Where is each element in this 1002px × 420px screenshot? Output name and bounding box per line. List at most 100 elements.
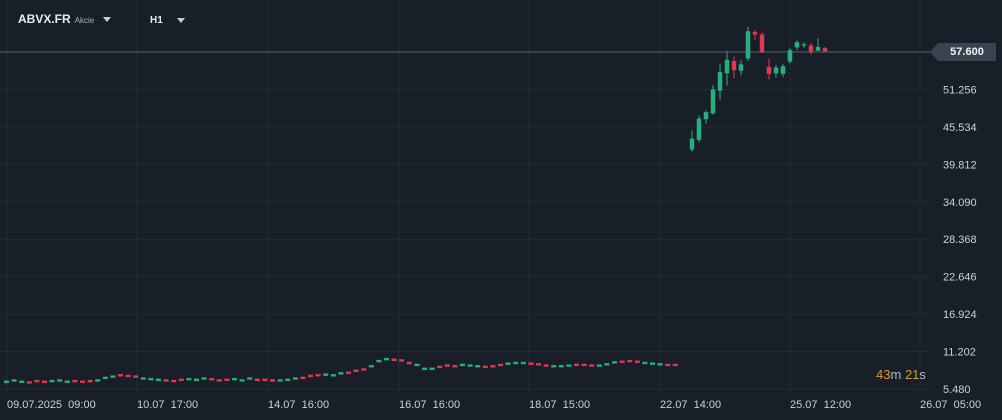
volume-bar <box>346 371 351 374</box>
volume-bar <box>209 377 215 381</box>
chevron-down-icon[interactable] <box>176 17 185 23</box>
volume-bar <box>80 380 85 383</box>
volume-bar <box>254 378 260 382</box>
volume-bar <box>118 374 123 377</box>
volume-bar <box>338 372 344 375</box>
volume-bar <box>42 380 47 383</box>
volume-bar <box>376 359 382 363</box>
candle <box>801 42 807 49</box>
volume-bar <box>140 377 146 380</box>
candle-body <box>815 46 821 51</box>
candle <box>738 60 744 76</box>
candle-body <box>689 138 695 150</box>
volume-bar <box>581 363 587 367</box>
volume-bar <box>300 376 306 380</box>
timeframe-label: H1 <box>150 14 163 26</box>
chevron-down-icon[interactable] <box>103 16 112 22</box>
volume-bar <box>224 378 230 382</box>
candle-body <box>752 31 758 35</box>
y-tick-label: 45.534 <box>943 122 977 134</box>
countdown-minutes-unit: m <box>890 367 902 382</box>
x-tick-label: 25.07 12:00 <box>790 399 851 411</box>
candle-body <box>738 64 744 71</box>
volume-bar <box>26 381 32 384</box>
volume-bar <box>505 362 511 365</box>
y-tick-label: 5.480 <box>943 384 971 396</box>
volume-bar <box>414 363 420 367</box>
y-tick-label: 11.202 <box>943 347 976 359</box>
volume-bar <box>194 378 199 382</box>
volume-bar <box>498 363 503 367</box>
y-tick-label: 16.924 <box>943 309 977 321</box>
candle-body <box>787 50 793 62</box>
volume-bar <box>133 375 139 378</box>
volume-bar <box>178 378 184 382</box>
volume-bar <box>368 365 374 368</box>
volume-bar <box>201 377 207 380</box>
volume-bar <box>558 365 564 368</box>
volume-bar <box>551 365 557 368</box>
x-tick-label: 22.07 14:00 <box>660 399 721 411</box>
volume-bar <box>156 378 161 382</box>
volume-bar <box>72 379 78 383</box>
candle-body <box>759 34 765 52</box>
symbol-name: ABVX.FR <box>18 12 71 26</box>
candle <box>710 84 716 115</box>
volume-bar <box>110 375 116 378</box>
volume-bar <box>482 365 488 369</box>
volume-bar <box>186 377 192 381</box>
volume-bar <box>452 365 458 368</box>
current-price-tag: 57.600 <box>930 43 1002 61</box>
candle <box>787 47 793 64</box>
x-tick-label: 18.07 15:00 <box>529 399 590 411</box>
candle-body <box>703 112 709 120</box>
symbol-type: Akcie <box>74 15 95 25</box>
chart-grid <box>0 0 930 392</box>
price-tag-arrow-icon <box>930 43 938 61</box>
volume-bar <box>330 374 336 377</box>
candle <box>808 42 814 55</box>
countdown-seconds: 21 <box>904 367 920 382</box>
candle <box>822 46 828 52</box>
volume-bar <box>460 363 465 367</box>
candle <box>780 63 786 78</box>
y-tick-label: 28.368 <box>943 234 977 246</box>
volume-bar <box>49 379 55 383</box>
candle-body <box>696 118 702 140</box>
candle <box>724 50 730 86</box>
volume-bar <box>604 363 610 366</box>
volume-bar <box>657 363 663 366</box>
volume-bar <box>87 379 93 383</box>
candle-body <box>794 42 800 48</box>
chart-toolbar: ABVX.FR Akcie H1 <box>0 0 1002 36</box>
volume-bar <box>475 365 481 368</box>
volume-bar <box>384 357 389 361</box>
volume-bar <box>57 379 63 382</box>
volume-bar <box>239 379 245 382</box>
volume-bar <box>102 376 108 380</box>
x-tick-label: 26.07 05:00 <box>920 399 981 411</box>
volume-bar <box>543 364 549 367</box>
symbol-selector[interactable]: ABVX.FR Akcie <box>18 10 112 28</box>
volume-bar <box>391 358 397 361</box>
volume-bar <box>232 377 237 381</box>
volume-bar <box>528 362 534 365</box>
x-tick-label: 16.07 16:00 <box>399 399 460 411</box>
volume-bar <box>406 361 412 365</box>
timeframe-selector[interactable]: H1 <box>150 11 185 29</box>
candle-body <box>717 72 723 91</box>
volume-bar <box>11 379 17 382</box>
volume-bar <box>627 359 633 363</box>
candle-body <box>724 59 730 74</box>
volume-bar <box>429 367 435 371</box>
volume-bar <box>642 361 648 365</box>
countdown-seconds-unit: s <box>919 367 926 382</box>
x-tick-label: 09.07.2025 09:00 <box>7 399 96 411</box>
volume-bar <box>574 363 579 367</box>
volume-bar <box>672 363 678 367</box>
candle <box>717 63 723 100</box>
volume-bar <box>589 364 595 367</box>
candle <box>752 30 758 40</box>
volume-bar <box>292 377 298 380</box>
